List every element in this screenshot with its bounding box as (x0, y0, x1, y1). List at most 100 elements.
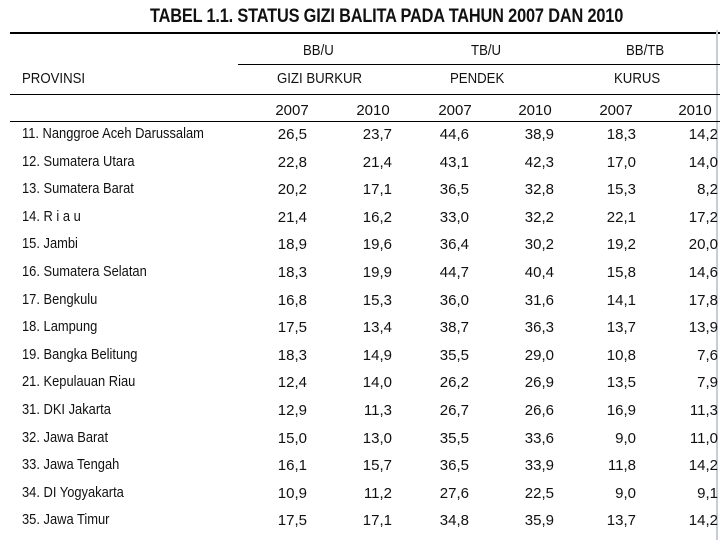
value-cell: 18,3 (606, 126, 636, 143)
value-cell: 14,2 (688, 126, 718, 143)
table-row: 35. Jawa Timur 17,5 17,1 34,8 35,9 13,7 14,2 (0, 511, 720, 538)
value-cell: 15,8 (606, 264, 636, 281)
value-cell: 26,2 (439, 374, 469, 392)
value-cell: 15,3 (362, 291, 392, 309)
value-cell: 27,6 (439, 484, 469, 502)
header-rule-3 (10, 121, 720, 122)
value-cell: 7,6 (697, 346, 718, 364)
value-cell: 34,8 (439, 512, 469, 530)
year-bbtb-2007: 2007 (599, 102, 633, 119)
value-cell: 32,2 (524, 208, 554, 226)
provinsi-cell: 16. Sumatera Selatan (22, 263, 147, 280)
provinsi-cell: 35. Jawa Timur (22, 511, 110, 529)
value-cell: 14,0 (362, 374, 392, 392)
value-cell: 16,2 (362, 208, 392, 226)
value-cell: 14,0 (688, 153, 718, 171)
value-cell: 9,0 (615, 484, 636, 502)
year-tbu-2007: 2007 (438, 102, 472, 119)
value-cell: 31,6 (524, 291, 554, 309)
value-cell: 22,8 (277, 153, 307, 171)
gizi-burkur-header: GIZI BURKUR (277, 70, 363, 87)
value-cell: 35,5 (439, 346, 469, 364)
value-cell: 7,9 (697, 374, 718, 392)
table-title: TABEL 1.1. STATUS GIZI BALITA PADA TAHUN… (150, 6, 624, 27)
right-edge-line (716, 30, 718, 540)
value-cell: 13,9 (688, 319, 718, 337)
provinsi-cell: 17. Bengkulu (22, 290, 98, 308)
value-cell: 14,1 (606, 291, 636, 309)
table-row: 11. Nanggroe Aceh Darussalam 26,5 23,7 44,6… (0, 125, 720, 152)
value-cell: 29,0 (524, 346, 554, 364)
value-cell: 13,7 (606, 319, 636, 337)
pendek-header: PENDEK (450, 70, 505, 87)
table-row: 21. Kepulauan Riau 12,4 14,0 26,2 26,9 13,5 7,… (0, 373, 720, 400)
provinsi-cell: 19. Bangka Belitung (22, 345, 138, 363)
value-cell: 17,2 (688, 208, 718, 226)
value-cell: 13,4 (362, 319, 392, 337)
table-row: 32. Jawa Barat 15,0 13,0 35,5 33,6 9,0 11,0 (0, 429, 720, 456)
value-cell: 17,8 (688, 291, 718, 309)
value-cell: 43,1 (439, 153, 469, 171)
bbu-index-header: BB/U (303, 42, 334, 59)
value-cell: 33,0 (439, 208, 469, 226)
value-cell: 44,6 (439, 126, 469, 143)
value-cell: 17,0 (606, 153, 636, 171)
value-cell: 21,4 (277, 208, 307, 226)
year-bbu-2010: 2010 (356, 102, 390, 119)
value-cell: 18,3 (277, 346, 307, 364)
bbtb-index-header: BB/TB (626, 42, 665, 59)
value-cell: 40,4 (524, 264, 554, 281)
value-cell: 19,6 (362, 236, 392, 254)
provinsi-cell: 13. Sumatera Barat (22, 180, 134, 198)
value-cell: 18,9 (277, 236, 307, 254)
value-cell: 23,7 (362, 126, 392, 143)
table-row: 19. Bangka Belitung 18,3 14,9 35,5 29,0 10,8 7… (0, 346, 720, 373)
table-row: 15. Jambi 18,9 19,6 36,4 30,2 19,2 20,0 (0, 235, 720, 262)
value-cell: 8,2 (697, 181, 718, 199)
value-cell: 35,5 (439, 429, 469, 447)
value-cell: 11,3 (363, 402, 392, 419)
value-cell: 33,9 (524, 457, 554, 475)
value-cell: 44,7 (439, 264, 469, 281)
value-cell: 35,9 (524, 512, 554, 530)
value-cell: 20,2 (277, 181, 307, 199)
value-cell: 9,0 (615, 429, 636, 447)
table-row: 18. Lampung 17,5 13,4 38,7 36,3 13,7 13,9 (0, 318, 720, 345)
table-row: 12. Sumatera Utara 22,8 21,4 43,1 42,3 17,0 14… (0, 153, 720, 180)
value-cell: 10,8 (606, 346, 636, 364)
provinsi-cell: 11. Nanggroe Aceh Darussalam (22, 125, 204, 142)
provinsi-header: PROVINSI (22, 70, 86, 87)
value-cell: 14,2 (688, 457, 718, 475)
value-cell: 19,2 (606, 236, 636, 254)
value-cell: 36,0 (439, 291, 469, 309)
value-cell: 14,2 (688, 512, 718, 530)
kurus-header: KURUS (614, 70, 661, 87)
table-row: 34. DI Yogyakarta 10,9 11,2 27,6 22,5 9,0 9,1 (0, 484, 720, 511)
year-tbu-2010: 2010 (518, 102, 552, 119)
value-cell: 36,5 (439, 457, 469, 475)
value-cell: 15,3 (606, 181, 636, 199)
table-row: 31. DKI Jakarta 12,9 11,3 26,7 26,6 16,9 11,3 (0, 401, 720, 428)
value-cell: 38,7 (439, 319, 469, 337)
header-rule-1 (238, 64, 720, 65)
value-cell: 26,6 (524, 402, 554, 419)
value-cell: 16,8 (277, 291, 307, 309)
value-cell: 14,6 (688, 264, 718, 281)
value-cell: 12,4 (277, 374, 307, 392)
value-cell: 19,9 (362, 264, 392, 281)
value-cell: 21,4 (362, 153, 392, 171)
value-cell: 22,5 (524, 484, 554, 502)
provinsi-cell: 34. DI Yogyakarta (22, 483, 124, 501)
tbu-index-header: TB/U (471, 42, 502, 59)
provinsi-cell: 33. Jawa Tengah (22, 456, 120, 474)
value-cell: 13,0 (362, 429, 392, 447)
value-cell: 12,9 (277, 402, 307, 419)
value-cell: 16,1 (277, 457, 307, 475)
value-cell: 42,3 (524, 153, 554, 171)
table-row: 13. Sumatera Barat 20,2 17,1 36,5 32,8 15,3 8,… (0, 180, 720, 207)
value-cell: 10,9 (277, 484, 307, 502)
value-cell: 14,9 (362, 346, 392, 364)
provinsi-cell: 12. Sumatera Utara (22, 152, 135, 170)
value-cell: 16,9 (606, 402, 636, 419)
value-cell: 26,5 (277, 126, 307, 143)
